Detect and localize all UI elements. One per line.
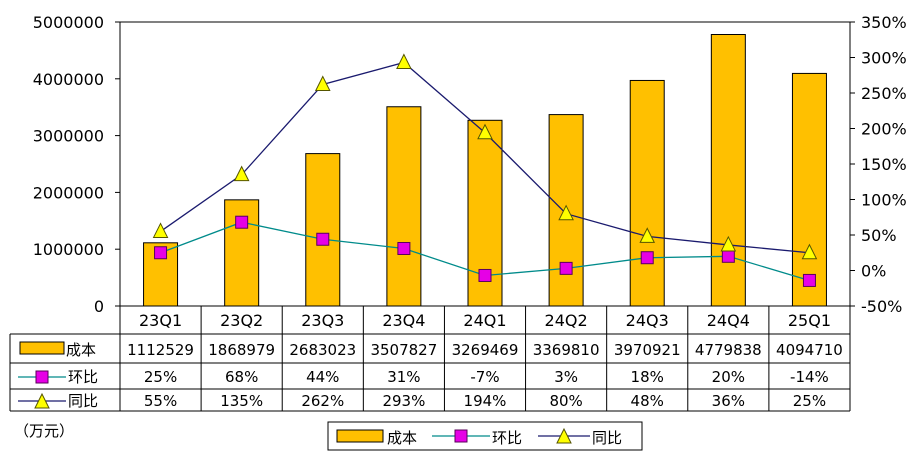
data-label: 293% — [382, 392, 425, 410]
data-label: 25% — [793, 392, 826, 410]
y-left-tick-label: 5000000 — [33, 13, 104, 32]
data-label: 36% — [712, 392, 745, 410]
y-left-tick-label: 2000000 — [33, 183, 104, 202]
legend-label: 成本 — [387, 429, 417, 447]
bar-cost — [629, 79, 665, 307]
data-label: 25% — [144, 368, 177, 386]
point-yoy — [477, 123, 493, 140]
point-yoy — [314, 75, 331, 91]
row-name: 同比 — [68, 392, 98, 410]
data-label: 1868979 — [208, 341, 275, 359]
data-label: -7% — [470, 368, 499, 386]
legend-label: 同比 — [592, 429, 622, 447]
y-left-tick-label: 4000000 — [33, 70, 104, 89]
point-yoy — [396, 53, 412, 69]
row-key-yoy-marker — [34, 392, 50, 409]
bar-cost — [791, 72, 827, 307]
point-yoy — [152, 222, 169, 238]
y-right-tick-label: 300% — [861, 49, 907, 68]
point-mom — [640, 251, 654, 265]
legend-key-yoy-marker — [556, 427, 572, 444]
data-label: 3507827 — [370, 341, 437, 359]
x-tick-label: 24Q4 — [707, 311, 750, 330]
data-label: 2683023 — [289, 341, 356, 359]
data-label: 3970921 — [614, 341, 681, 359]
unit-note: （万元） — [14, 422, 74, 440]
data-label: 3269469 — [452, 341, 519, 359]
y-left-tick-label: 1000000 — [33, 240, 104, 259]
bar-cost — [386, 106, 422, 307]
x-tick-label: 25Q1 — [788, 311, 831, 330]
x-tick-label: 23Q3 — [301, 311, 344, 330]
legend-key-cost — [336, 429, 384, 443]
data-label: 44% — [306, 368, 339, 386]
data-label: 20% — [712, 368, 745, 386]
legend-label: 环比 — [492, 429, 522, 447]
y-right-tick-label: -50% — [861, 297, 902, 316]
point-mom — [802, 273, 816, 287]
bar-cost — [710, 34, 746, 307]
legend-key-mom-marker — [454, 429, 468, 443]
point-mom — [397, 241, 411, 255]
data-label: -14% — [790, 368, 829, 386]
row-name: 环比 — [68, 368, 98, 386]
y-right-tick-label: 150% — [861, 155, 907, 174]
x-tick-label: 23Q4 — [382, 311, 425, 330]
y-right-tick-label: 350% — [861, 13, 907, 32]
y-right-tick-label: 250% — [861, 84, 907, 103]
bar-cost — [305, 153, 341, 307]
point-mom — [235, 215, 249, 229]
point-yoy — [639, 227, 656, 243]
point-yoy — [558, 204, 574, 221]
data-label: 31% — [387, 368, 420, 386]
y-left-tick-label: 0 — [94, 297, 104, 316]
y-right-tick-label: 100% — [861, 191, 907, 210]
data-label: 4779838 — [695, 341, 762, 359]
x-tick-label: 23Q2 — [220, 311, 263, 330]
point-mom — [154, 246, 168, 260]
data-label: 55% — [144, 392, 177, 410]
x-tick-label: 24Q3 — [626, 311, 669, 330]
data-label: 194% — [464, 392, 507, 410]
y-right-tick-label: 50% — [861, 226, 897, 245]
data-label: 18% — [631, 368, 664, 386]
x-tick-label: 24Q1 — [463, 311, 506, 330]
point-yoy — [233, 165, 250, 182]
data-label: 80% — [549, 392, 582, 410]
point-mom — [559, 261, 573, 275]
data-label: 135% — [220, 392, 263, 410]
point-mom — [316, 232, 330, 246]
row-key-cost — [19, 341, 65, 355]
data-label: 1112529 — [127, 341, 194, 359]
data-label: 48% — [631, 392, 664, 410]
point-mom — [721, 249, 735, 263]
row-name: 成本 — [66, 341, 96, 359]
data-label: 3369810 — [533, 341, 600, 359]
point-yoy — [720, 235, 737, 252]
data-label: 262% — [301, 392, 344, 410]
point-yoy — [801, 243, 818, 260]
point-mom — [478, 268, 492, 282]
x-tick-label: 24Q2 — [545, 311, 588, 330]
y-right-tick-label: 200% — [861, 120, 907, 139]
data-label: 3% — [554, 368, 578, 386]
y-left-tick-label: 3000000 — [33, 127, 104, 146]
y-right-tick-label: 0% — [861, 262, 886, 281]
x-tick-label: 23Q1 — [139, 311, 182, 330]
row-key-mom-marker — [35, 370, 49, 384]
data-label: 68% — [225, 368, 258, 386]
data-label: 4094710 — [776, 341, 843, 359]
